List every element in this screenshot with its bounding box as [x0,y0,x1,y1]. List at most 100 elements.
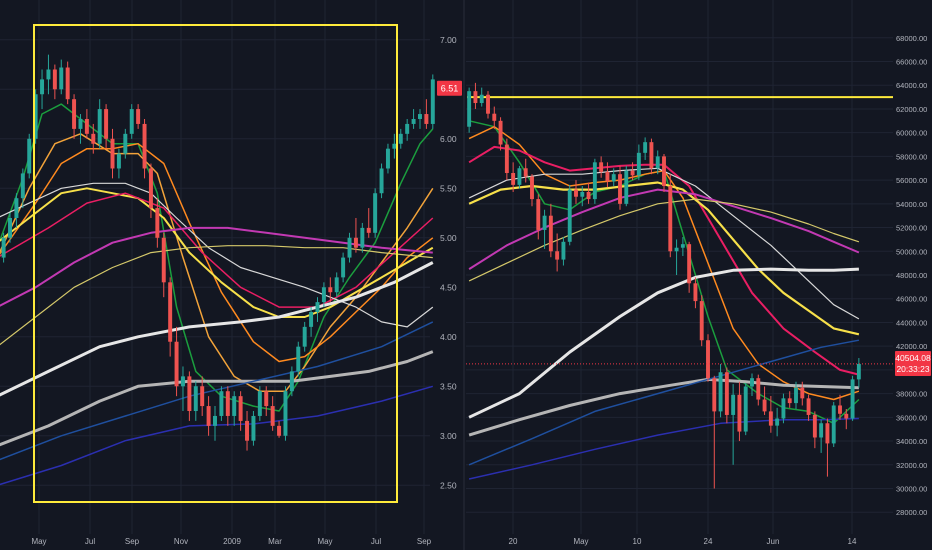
candle-body [46,69,51,80]
candle-body [142,123,147,169]
r-y-tick-label: 42000.00 [896,342,927,351]
l-candle [225,386,230,426]
r-candle [838,394,842,420]
right-price-axis[interactable]: 68000.00 66000.00 64000.00 62000.00 60000.00… [896,34,927,517]
r-y-tick-label: 46000.00 [896,295,927,304]
r-candle [555,233,560,272]
r-candle [643,137,648,160]
candle-body [155,208,160,238]
left-time-axis[interactable]: May Jul Sep Nov 2009 Mar May Jul Sep [31,537,431,546]
r-candle [479,87,484,107]
candle-body [161,237,166,283]
r-candle [756,374,761,406]
l-candle [155,198,160,248]
candle-body [630,170,635,176]
left-last-price-value: 6.51 [441,83,459,93]
l-candle [59,59,64,95]
l-candle [398,128,403,149]
l-candle [213,406,217,441]
l-moving-average-line [0,192,434,308]
l-moving-average-line [0,350,434,447]
candle-body [289,371,294,392]
right-chart-panel[interactable]: 68000.00 66000.00 64000.00 62000.00 60000.00… [466,0,931,546]
r-candle [680,237,685,257]
r-candle [542,209,547,249]
candle-body [347,237,352,258]
candle-body [718,372,723,412]
l-x-tick-label: Jul [85,537,95,546]
r-candle [850,375,855,421]
candle-body [84,118,89,134]
r-candle [737,381,742,442]
candle-body [366,227,371,233]
candle-body [775,418,780,426]
r-candle [699,295,704,347]
candle-body [334,277,339,293]
r-candle [712,375,717,489]
candle-body [794,387,798,404]
l-y-tick-label: 4.00 [440,332,457,342]
l-candle [411,109,416,129]
r-candle [731,384,736,465]
l-candle [129,104,134,139]
r-y-tick-label: 68000.00 [896,34,927,43]
candle-body [123,133,128,154]
candle-body [712,378,717,412]
candle-body [812,414,817,438]
highlight-rectangle[interactable] [33,24,398,503]
candle-body [674,247,679,252]
candle-body [405,123,410,134]
candle-body [511,173,516,185]
l-candle [296,341,301,377]
l-y-tick-label: 7.00 [440,35,457,45]
left-chart-panel[interactable]: 7.006.506.005.505.004.504.003.503.002.50… [0,0,462,546]
candle-body [831,405,836,444]
l-y-tick-label: 3.50 [440,381,457,391]
candle-body [542,215,547,230]
l-candle [321,282,326,308]
r-candle [530,174,534,207]
candle-body [52,69,57,90]
candle-body [599,162,604,172]
candle-body [844,413,849,419]
candle-body [693,283,698,302]
l-candle [193,381,198,421]
candle-body [373,193,378,233]
r-candle [517,165,522,189]
l-candle [33,89,38,144]
candle-body [14,198,19,218]
right-candles [467,82,861,489]
r-moving-average-line [468,181,860,336]
candle-body [825,423,830,444]
l-candle [251,411,256,446]
candle-body [213,415,217,426]
l-candle [385,143,390,174]
candle-body [498,120,503,145]
candle-body [473,91,478,104]
candle-body [398,133,403,144]
r-candle [687,241,692,293]
candle-body [624,170,629,204]
l-candle [373,188,378,238]
l-candle [341,252,346,283]
r-candle [750,373,754,396]
r-candle [618,165,622,210]
l-candle [78,114,83,144]
candle-body [392,143,397,149]
right-time-axis[interactable]: 20 May 10 24 Jun 14 [509,537,857,546]
l-candle [277,420,282,438]
r-candle [806,394,811,421]
r-moving-average-line [468,198,860,282]
left-last-price-tag-bg [437,80,462,96]
l-x-tick-label: Mar [268,537,282,546]
l-candle [20,168,25,209]
l-candle [136,104,141,129]
candle-body [548,215,553,252]
l-candle [40,69,45,110]
candle-body [97,109,102,144]
l-candle [417,109,422,129]
r-candle [548,203,553,258]
candle-body [567,189,572,242]
r-moving-average-line [468,145,860,376]
l-candle [104,104,109,149]
